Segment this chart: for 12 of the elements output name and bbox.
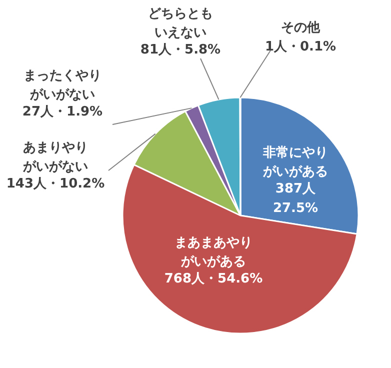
slice-label: まあまあやりがいがある	[174, 236, 252, 270]
slice-label: あまりやりがいがない	[22, 140, 88, 174]
data-label: 1人・0.1%	[264, 40, 336, 54]
data-label: 143人・10.2%	[6, 176, 105, 192]
data-label: 27人・1.9%	[22, 104, 103, 120]
data-label: 387人 27.5%	[272, 182, 318, 216]
data-label: 768人・54.6%	[164, 272, 263, 286]
data-label: 81人・5.8%	[140, 42, 221, 58]
slice-label: 非常にやりがいがある	[262, 146, 328, 180]
slice-label: どちらともいえない	[148, 6, 213, 40]
slice-label: その他	[281, 20, 321, 36]
slice-label: まったくやりがいがない	[24, 68, 102, 102]
